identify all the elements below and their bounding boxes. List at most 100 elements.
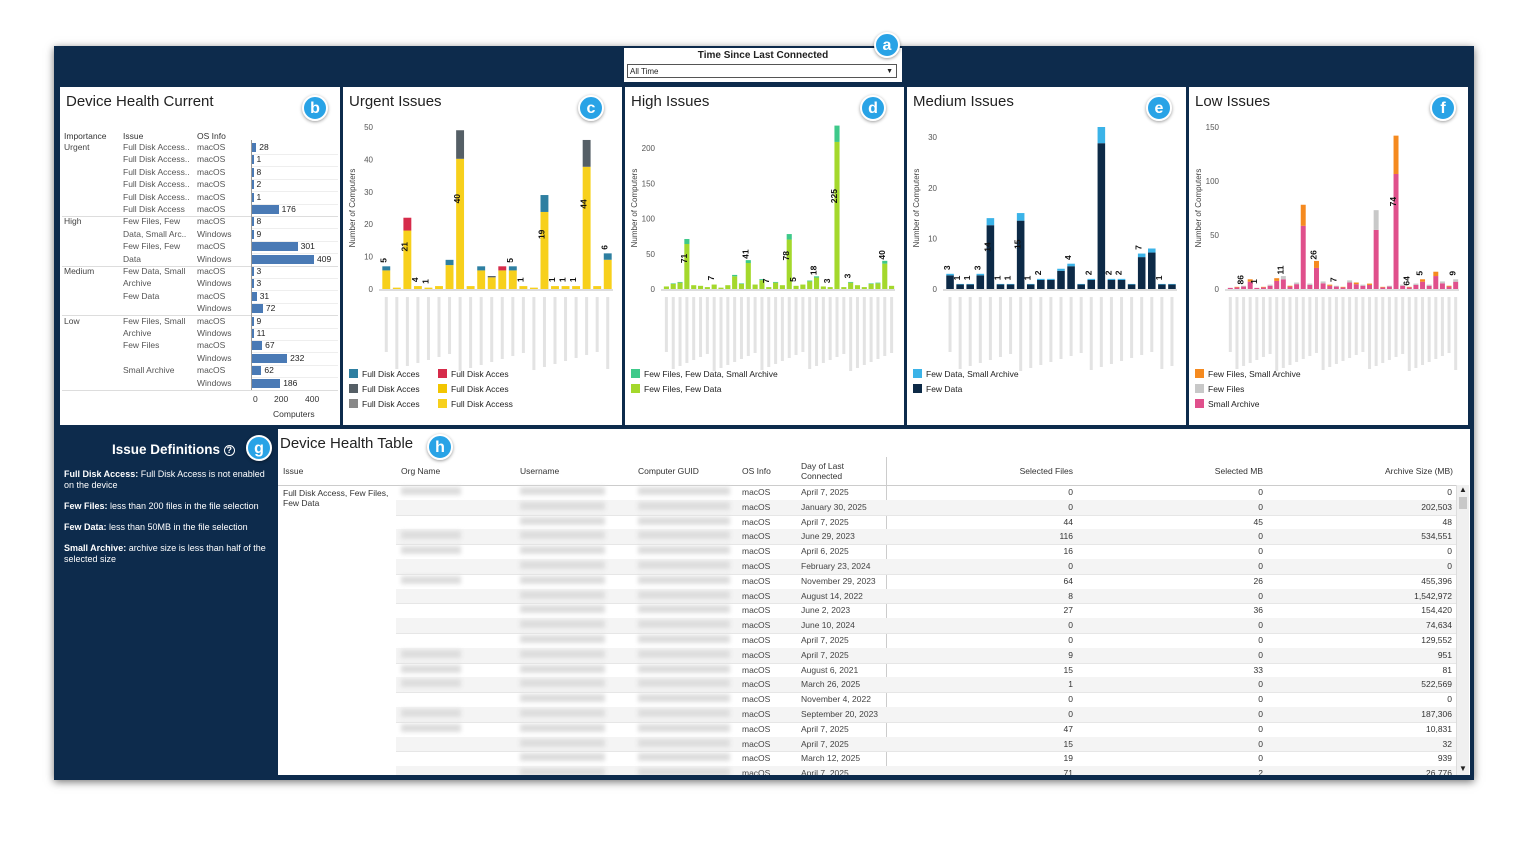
bar-segment[interactable]	[875, 283, 881, 289]
bar-segment[interactable]	[725, 285, 731, 289]
bar-segment[interactable]	[966, 284, 974, 289]
bar-segment[interactable]	[1400, 285, 1406, 289]
bar-segment[interactable]	[670, 283, 676, 284]
bar-segment[interactable]	[1260, 286, 1266, 288]
bar-segment[interactable]	[1353, 282, 1359, 285]
bar-segment[interactable]	[1137, 257, 1146, 289]
bar-segment[interactable]	[1420, 281, 1426, 289]
bar-segment[interactable]	[1426, 284, 1432, 286]
bar-segment[interactable]	[834, 141, 840, 289]
bar-segment[interactable]	[392, 287, 401, 289]
bar-segment[interactable]	[1406, 287, 1412, 289]
legend-swatch[interactable]	[631, 384, 640, 393]
legend-swatch[interactable]	[1195, 399, 1204, 408]
bar-segment[interactable]	[1406, 286, 1412, 288]
bar-segment[interactable]	[704, 287, 710, 289]
bar-segment[interactable]	[800, 284, 806, 289]
bar-segment[interactable]	[786, 239, 792, 289]
bar-segment[interactable]	[1413, 283, 1419, 285]
legend-label[interactable]: Full Disk Acces	[362, 369, 420, 379]
bar-segment[interactable]	[1433, 276, 1439, 289]
bar-segment[interactable]	[946, 275, 954, 289]
col-guid[interactable]: Computer GUID	[638, 466, 699, 476]
bar-segment[interactable]	[1127, 283, 1136, 285]
bar-segment[interactable]	[779, 285, 785, 289]
bar-segment[interactable]	[1274, 278, 1280, 281]
bar-segment[interactable]	[582, 166, 591, 289]
bar-segment[interactable]	[766, 287, 772, 289]
bar-segment[interactable]	[572, 286, 581, 289]
bar-segment[interactable]	[1137, 253, 1146, 258]
bar-segment[interactable]	[1307, 283, 1313, 285]
bar-segment[interactable]	[1006, 283, 1015, 285]
bar-segment[interactable]	[1347, 282, 1353, 289]
bar-segment[interactable]	[663, 286, 669, 289]
bar-segment[interactable]	[732, 276, 738, 289]
filter-select[interactable]: All Time ▼	[627, 64, 897, 78]
bar-segment[interactable]	[1380, 286, 1386, 288]
bar-segment[interactable]	[1117, 279, 1126, 289]
bar-segment[interactable]	[1386, 286, 1392, 289]
bar-segment[interactable]	[1247, 281, 1253, 289]
legend-label[interactable]: Few Files, Few Data	[644, 384, 722, 394]
table-scrollbar[interactable]: ▲ ▼	[1456, 485, 1469, 775]
bar-segment[interactable]	[1333, 285, 1339, 287]
bar-segment[interactable]	[498, 270, 507, 289]
bar-segment[interactable]	[1340, 287, 1346, 289]
bar-segment[interactable]	[1047, 278, 1055, 280]
bar-segment[interactable]	[759, 279, 765, 281]
bar-segment[interactable]	[1047, 279, 1055, 289]
bar-segment[interactable]	[1097, 143, 1106, 289]
col-issue[interactable]: Issue	[283, 466, 304, 476]
bar-segment[interactable]	[1280, 279, 1286, 289]
bar-segment[interactable]	[1097, 127, 1106, 144]
time-filter[interactable]: Time Since Last Connected All Time ▼	[624, 48, 902, 82]
bar-segment[interactable]	[1353, 284, 1359, 289]
bar-segment[interactable]	[487, 276, 496, 278]
bar-segment[interactable]	[976, 275, 985, 289]
bar-segment[interactable]	[1294, 284, 1300, 289]
bar-segment[interactable]	[1241, 285, 1247, 287]
bar-segment[interactable]	[1439, 281, 1445, 284]
bar-segment[interactable]	[868, 283, 874, 284]
legend-label[interactable]: Small Archive	[1208, 399, 1260, 409]
legend-label[interactable]: Full Disk Acces	[451, 369, 509, 379]
col-os[interactable]: OS Info	[742, 466, 771, 476]
bar-segment[interactable]	[1234, 286, 1240, 288]
bar-segment[interactable]	[551, 286, 559, 289]
bar-segment[interactable]	[691, 285, 697, 289]
bar-segment[interactable]	[445, 265, 454, 289]
bar-segment[interactable]	[1360, 284, 1366, 286]
bar-segment[interactable]	[1294, 282, 1300, 285]
bar-segment[interactable]	[1067, 263, 1075, 267]
bar-segment[interactable]	[1087, 278, 1096, 280]
bar-segment[interactable]	[848, 282, 854, 289]
bar-segment[interactable]	[1234, 287, 1240, 289]
bar-segment[interactable]	[519, 286, 528, 289]
bar-segment[interactable]	[1037, 278, 1045, 280]
legend-label[interactable]: Full Disk Access	[451, 399, 513, 409]
col-mb[interactable]: Selected MB	[1214, 466, 1263, 476]
bar-segment[interactable]	[882, 260, 888, 264]
bar-segment[interactable]	[1267, 285, 1273, 289]
bar-segment[interactable]	[1247, 279, 1253, 282]
bar-segment[interactable]	[1026, 284, 1035, 289]
bar-segment[interactable]	[1127, 284, 1136, 289]
bar-segment[interactable]	[508, 270, 517, 289]
bar-segment[interactable]	[1327, 285, 1333, 289]
bar-segment[interactable]	[593, 286, 602, 289]
bar-segment[interactable]	[759, 280, 765, 289]
bar-segment[interactable]	[854, 285, 861, 289]
bar-segment[interactable]	[603, 259, 612, 289]
bar-segment[interactable]	[1307, 284, 1313, 289]
legend-label[interactable]: Few Files, Small Archive	[1208, 369, 1301, 379]
bar-segment[interactable]	[718, 287, 724, 289]
legend-label[interactable]: Few Files, Few Data, Small Archive	[644, 369, 778, 379]
scroll-up-icon[interactable]: ▲	[1459, 485, 1467, 494]
bar-segment[interactable]	[738, 283, 745, 284]
legend-swatch[interactable]	[349, 384, 358, 393]
bar-segment[interactable]	[986, 225, 995, 289]
bar-segment[interactable]	[603, 253, 612, 260]
bar-segment[interactable]	[996, 283, 1005, 285]
legend-swatch[interactable]	[438, 384, 447, 393]
